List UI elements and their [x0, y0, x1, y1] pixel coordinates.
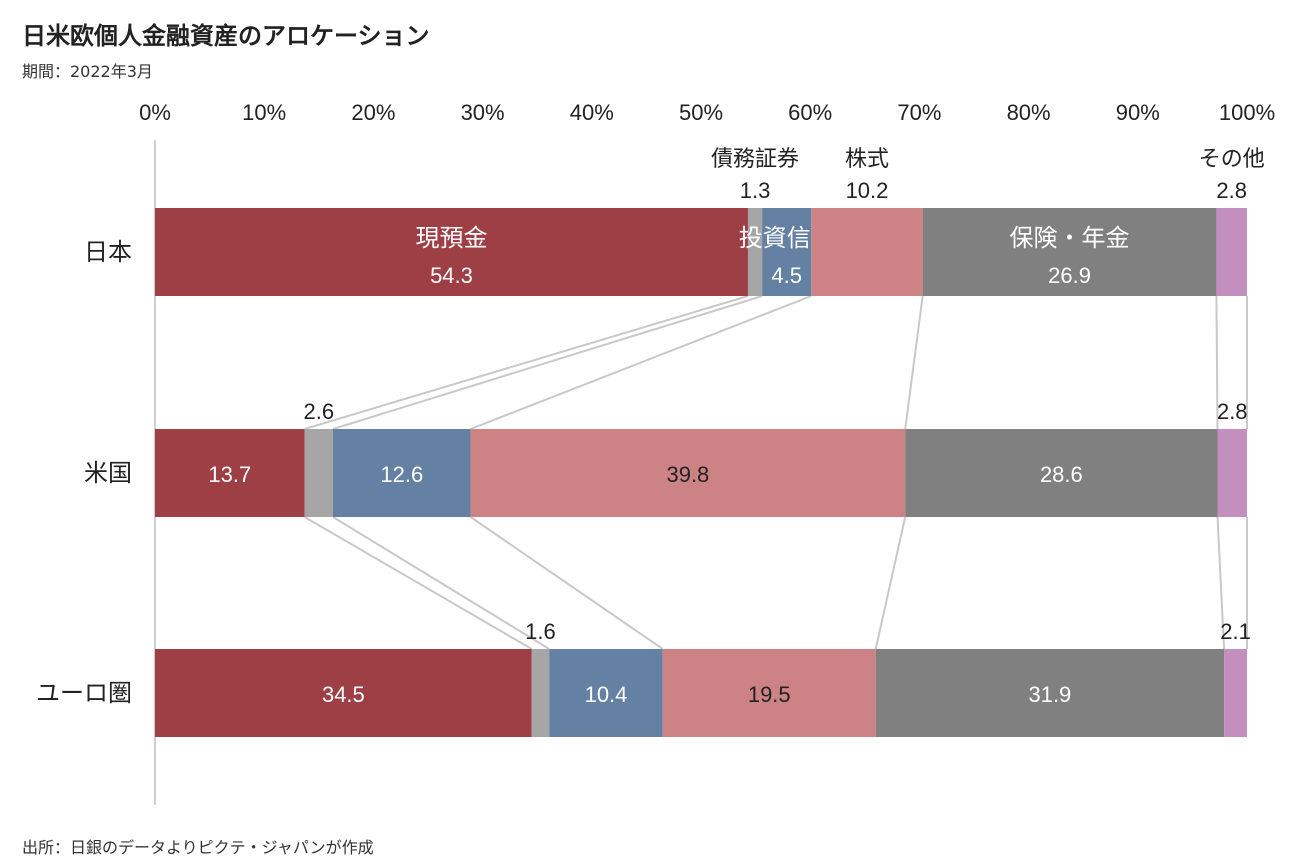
data-label: 31.9: [1028, 682, 1071, 707]
chart-subtitle: 期間：2022年3月: [22, 62, 153, 81]
data-label: 1.3: [740, 178, 771, 203]
x-tick-label: 80%: [1007, 100, 1051, 125]
x-tick-label: 100%: [1219, 100, 1275, 125]
segment-name-label: 保険・年金: [1010, 225, 1130, 252]
segment-name-label: 現預金: [415, 225, 487, 252]
x-tick-label: 90%: [1116, 100, 1160, 125]
data-label: 2.8: [1216, 178, 1247, 203]
data-label: 19.5: [748, 682, 791, 707]
bar-segment: [304, 429, 333, 517]
x-tick-label: 0%: [139, 100, 171, 125]
data-label: 2.6: [304, 399, 335, 424]
connector-line: [904, 295, 924, 430]
connector-line: [470, 516, 664, 650]
bar-segment: [1216, 208, 1247, 296]
connector-line: [1216, 516, 1226, 650]
x-tick-label: 10%: [242, 100, 286, 125]
data-label: 12.6: [380, 462, 423, 487]
bar-segment: [155, 208, 748, 296]
bar-segment: [762, 208, 812, 296]
bar-segment: [470, 429, 906, 517]
data-label: 54.3: [430, 263, 473, 288]
chart-title: 日米欧個人金融資産のアロケーション: [22, 22, 430, 50]
data-label: 10.2: [846, 178, 889, 203]
bar-segment: [747, 208, 763, 296]
bar-segment: [905, 429, 1218, 517]
x-tick-label: 50%: [679, 100, 723, 125]
data-label: 4.5: [771, 263, 802, 288]
category-label: 米国: [84, 460, 132, 487]
category-label: ユーロ圏: [36, 680, 132, 707]
bar-segment: [662, 649, 876, 737]
data-label: 10.4: [585, 682, 628, 707]
bar-segment: [531, 649, 550, 737]
data-label: 2.8: [1217, 399, 1248, 424]
bar-segment: [549, 649, 663, 737]
x-tick-label: 70%: [897, 100, 941, 125]
x-tick-label: 60%: [788, 100, 832, 125]
x-tick-label: 30%: [461, 100, 505, 125]
connector-line: [304, 295, 749, 430]
segment-name-label: その他: [1199, 146, 1265, 171]
x-tick-label: 40%: [570, 100, 614, 125]
data-label: 39.8: [666, 462, 709, 487]
connector-line: [874, 516, 907, 650]
data-label: 13.7: [208, 462, 251, 487]
connector-line: [470, 295, 812, 430]
data-label: 28.6: [1040, 462, 1083, 487]
data-label: 1.6: [525, 619, 556, 644]
connector-line: [332, 516, 550, 650]
bar-segment: [811, 208, 923, 296]
data-label: 2.1: [1220, 619, 1251, 644]
category-label: 日本: [84, 239, 132, 266]
bar-segment: [875, 649, 1225, 737]
connector-line: [1215, 295, 1219, 430]
x-tick-label: 20%: [351, 100, 395, 125]
segment-name-label: 株式: [845, 146, 889, 171]
bar-segment: [155, 649, 532, 737]
bar-segment: [1224, 649, 1247, 737]
source-note: 出所：日銀のデータよりピクテ・ジャパンが作成: [22, 838, 374, 857]
segment-name-label: 債務証券: [711, 146, 799, 171]
data-label: 26.9: [1048, 263, 1091, 288]
bar-segment: [155, 429, 305, 517]
bar-segment: [1217, 429, 1247, 517]
data-label: 34.5: [322, 682, 365, 707]
connector-line: [304, 516, 533, 650]
bar-segment: [922, 208, 1217, 296]
connector-line: [332, 295, 763, 430]
bar-segment: [332, 429, 471, 517]
